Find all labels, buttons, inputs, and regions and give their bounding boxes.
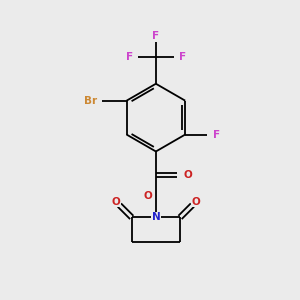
Text: N: N: [152, 212, 160, 222]
Text: F: F: [179, 52, 186, 62]
Text: O: O: [144, 191, 152, 201]
Text: Br: Br: [84, 96, 97, 106]
Text: O: O: [112, 196, 120, 206]
Text: F: F: [213, 130, 220, 140]
Text: O: O: [192, 196, 200, 206]
Text: O: O: [184, 170, 192, 180]
Text: F: F: [152, 31, 160, 41]
Text: F: F: [126, 52, 133, 62]
